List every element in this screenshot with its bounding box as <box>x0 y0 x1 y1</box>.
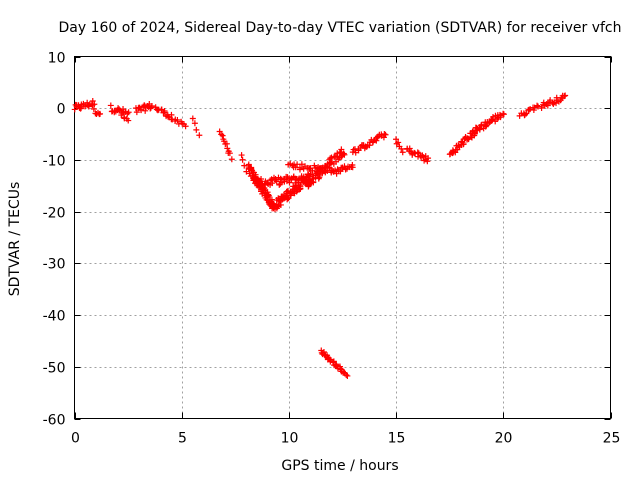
data-point <box>287 189 294 196</box>
chart-title: Day 160 of 2024, Sidereal Day-to-day VTE… <box>58 20 621 36</box>
data-point <box>338 146 345 153</box>
data-point <box>482 123 489 130</box>
data-point <box>304 178 311 185</box>
data-point <box>133 109 140 116</box>
data-point <box>125 109 132 116</box>
plot-frame <box>74 56 611 419</box>
data-point <box>218 131 225 138</box>
data-point <box>148 102 155 109</box>
data-point <box>164 113 171 120</box>
data-point <box>424 158 431 165</box>
data-point <box>382 131 389 138</box>
x-axis-label: GPS time / hours <box>281 458 398 474</box>
y-tick-label: -60 <box>43 413 66 429</box>
data-point <box>221 138 228 145</box>
data-point <box>258 175 265 182</box>
y-tick-label: -10 <box>43 154 66 170</box>
data-point <box>182 123 189 130</box>
data-point <box>125 117 132 124</box>
data-point <box>521 111 528 118</box>
y-tick-label: -30 <box>43 257 66 273</box>
x-tick-label: 0 <box>71 431 80 447</box>
data-point <box>343 371 350 378</box>
data-point <box>337 168 344 175</box>
data-point <box>327 155 334 162</box>
data-point <box>373 137 380 144</box>
data-point <box>274 203 281 210</box>
data-point <box>399 149 406 156</box>
y-axis-label: SDTVAR / TECUs <box>7 182 23 297</box>
x-tick-label: 10 <box>281 431 299 447</box>
y-tick-label: -20 <box>43 206 66 222</box>
data-point <box>355 147 362 154</box>
data-point <box>395 139 402 146</box>
data-point <box>562 92 569 99</box>
data-point <box>315 164 322 171</box>
data-points <box>71 92 569 379</box>
data-point <box>142 107 149 114</box>
x-tick-label: 25 <box>603 431 621 447</box>
data-point <box>298 161 305 168</box>
data-point <box>523 110 530 117</box>
data-point <box>307 171 314 178</box>
data-point <box>489 117 496 124</box>
data-point <box>330 359 337 366</box>
data-point <box>344 372 351 379</box>
x-tick-label: 15 <box>388 431 406 447</box>
data-point <box>277 201 284 208</box>
data-point <box>226 150 233 157</box>
data-point <box>406 145 413 152</box>
data-point <box>138 107 145 114</box>
data-point <box>341 151 348 158</box>
data-point <box>219 132 226 139</box>
data-point <box>228 156 235 163</box>
data-point <box>393 140 400 147</box>
data-point <box>319 165 326 172</box>
data-point <box>500 111 507 118</box>
x-tick-label: 20 <box>495 431 513 447</box>
y-tick-label: 10 <box>48 51 66 67</box>
data-point <box>191 120 198 127</box>
data-point <box>189 115 196 122</box>
data-point <box>310 179 317 186</box>
data-point <box>89 97 96 104</box>
data-point <box>238 152 245 159</box>
data-point <box>398 145 405 152</box>
x-tick-label: 5 <box>178 431 187 447</box>
y-tick-label: -40 <box>43 309 66 325</box>
data-point <box>193 126 200 133</box>
data-point <box>337 149 344 156</box>
data-point <box>425 155 432 162</box>
data-point <box>464 135 471 142</box>
data-point <box>107 102 114 109</box>
data-point <box>196 132 203 139</box>
data-point <box>273 178 280 185</box>
data-point <box>161 107 168 114</box>
data-point <box>297 183 304 190</box>
data-point <box>476 126 483 133</box>
data-point <box>460 141 467 148</box>
data-point <box>239 156 246 163</box>
data-point <box>381 130 388 137</box>
data-point <box>296 166 303 173</box>
data-point <box>269 180 276 187</box>
data-point <box>534 102 541 109</box>
data-point <box>174 117 181 124</box>
y-tick-label: -50 <box>43 361 66 377</box>
data-point <box>340 150 347 157</box>
data-point <box>349 164 356 171</box>
data-point <box>393 136 400 143</box>
data-point <box>97 110 104 117</box>
data-point <box>265 192 272 199</box>
data-point <box>561 93 568 100</box>
axis-ticks: -60 -50 -40 -30 -20 -10 0 10 0 5 10 15 20 25 <box>43 51 621 447</box>
data-point <box>535 103 542 110</box>
data-point <box>538 104 545 111</box>
data-point <box>90 106 97 113</box>
y-tick-label: 0 <box>57 102 66 118</box>
data-point <box>284 188 291 195</box>
